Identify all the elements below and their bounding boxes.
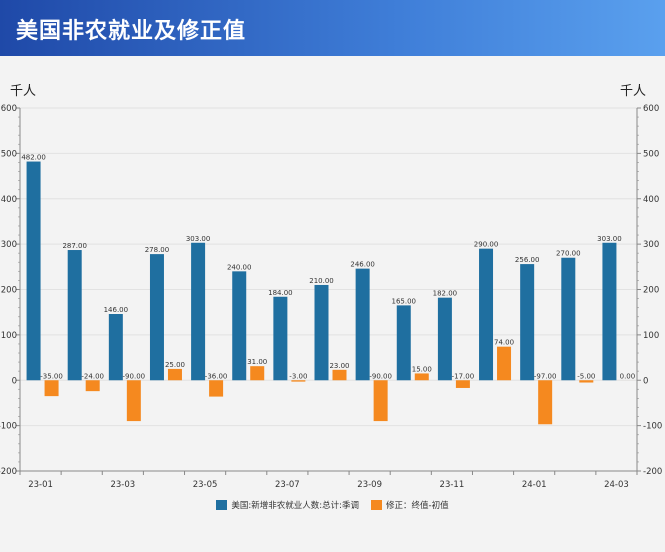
payroll-data-label: 146.00 xyxy=(104,306,129,314)
y-tick-label-left: 600 xyxy=(1,104,17,114)
payroll-bar xyxy=(191,242,206,381)
x-tick-label: 23-09 xyxy=(357,480,382,490)
revision-bar xyxy=(497,346,512,381)
payroll-data-label: 270.00 xyxy=(556,250,581,258)
revision-bar xyxy=(167,368,182,381)
revision-data-label: -5.00 xyxy=(577,372,595,380)
y-tick-label-right: -200 xyxy=(643,467,662,477)
y-tick-label-left: -100 xyxy=(0,422,17,432)
revision-bar xyxy=(44,380,59,397)
payroll-data-label: 184.00 xyxy=(268,289,293,297)
payroll-bar xyxy=(26,161,41,381)
payroll-bar xyxy=(232,271,247,381)
revision-bar xyxy=(414,373,429,381)
page-title: 美国非农就业及修正值 xyxy=(16,19,247,44)
x-tick-label: 24-03 xyxy=(604,480,629,490)
y-tick-label-right: 500 xyxy=(643,149,659,159)
bar-chart: -200 -200 -100 -100 0 0 100 100 200 200 300 300 400 4… xyxy=(0,104,662,490)
y-tick-label-right: 400 xyxy=(643,195,659,205)
legend-swatch-payrolls xyxy=(216,500,228,510)
revision-data-label: 74.00 xyxy=(494,339,514,347)
payroll-data-label: 290.00 xyxy=(474,241,499,249)
y-tick-label-left: 300 xyxy=(1,240,17,250)
y-tick-label-right: 200 xyxy=(643,286,659,296)
revision-bar xyxy=(291,380,306,382)
payroll-bar xyxy=(108,314,123,381)
revision-data-label: 31.00 xyxy=(247,358,267,366)
payroll-data-label: 482.00 xyxy=(21,154,46,162)
payroll-bar xyxy=(355,268,370,381)
chart-legend: 美国:新增非农就业人数:总计:季调 修正：终值-初值 xyxy=(0,495,665,515)
y-tick-label-left: 0 xyxy=(12,376,17,386)
y-tick-label-right: 100 xyxy=(643,331,659,341)
y-tick-label-right: 0 xyxy=(643,376,648,386)
payroll-bar xyxy=(273,296,288,381)
payroll-data-label: 246.00 xyxy=(350,261,375,269)
y-tick-label-left: 100 xyxy=(1,331,17,341)
payroll-bar xyxy=(479,248,494,381)
payroll-bar xyxy=(149,254,164,381)
y-tick-label-right: -100 xyxy=(643,422,662,432)
legend-swatch-revision xyxy=(371,500,382,510)
revision-data-label: 15.00 xyxy=(412,365,432,373)
revision-bar xyxy=(209,380,224,397)
left-axis-unit: 千人 xyxy=(10,84,37,99)
revision-data-label: -90.00 xyxy=(369,372,392,380)
payroll-bar xyxy=(396,305,411,381)
revision-data-label: -35.00 xyxy=(40,372,63,380)
payroll-bar xyxy=(67,250,82,381)
payroll-bar xyxy=(602,242,617,381)
revision-bar xyxy=(126,380,141,422)
payroll-bar xyxy=(561,257,576,381)
x-tick-label: 23-11 xyxy=(440,480,465,490)
y-tick-label-left: 200 xyxy=(1,286,17,296)
revision-data-label: -97.00 xyxy=(534,372,557,380)
payroll-data-label: 240.00 xyxy=(227,263,252,271)
payroll-bar xyxy=(437,297,452,381)
revision-data-label: -3.00 xyxy=(289,372,307,380)
payroll-data-label: 303.00 xyxy=(597,235,622,243)
revision-data-label: 23.00 xyxy=(329,362,349,370)
revision-bar xyxy=(455,380,470,388)
right-axis-unit: 千人 xyxy=(620,84,647,99)
x-tick-label: 23-01 xyxy=(28,480,53,490)
y-tick-label-left: 400 xyxy=(1,195,17,205)
y-tick-label-left: 500 xyxy=(1,149,17,159)
revision-bar xyxy=(85,380,100,392)
x-tick-label: 23-05 xyxy=(193,480,218,490)
legend-item-payrolls[interactable]: 美国:新增非农就业人数:总计:季调 xyxy=(216,499,359,511)
legend-label-payrolls: 美国:新增非农就业人数:总计:季调 xyxy=(231,501,359,511)
revision-data-label: 25.00 xyxy=(165,361,185,369)
revision-data-label: 0.00 xyxy=(620,372,636,380)
revision-bar xyxy=(250,366,265,381)
revision-data-label: -90.00 xyxy=(123,372,146,380)
x-tick-label: 23-07 xyxy=(275,480,300,490)
payroll-bar xyxy=(314,284,329,381)
legend-item-revision[interactable]: 修正：终值-初值 xyxy=(371,499,449,511)
revision-data-label: -17.00 xyxy=(452,372,475,380)
y-tick-label-right: 300 xyxy=(643,240,659,250)
header-bar: 美国非农就业及修正值 xyxy=(0,0,665,56)
payroll-data-label: 182.00 xyxy=(433,290,458,298)
revision-bar xyxy=(332,369,347,381)
revision-data-label: -36.00 xyxy=(205,372,228,380)
payroll-data-label: 287.00 xyxy=(62,242,87,250)
x-tick-label: 24-01 xyxy=(522,480,547,490)
payroll-data-label: 303.00 xyxy=(186,235,211,243)
payroll-data-label: 256.00 xyxy=(515,256,540,264)
revision-data-label: -24.00 xyxy=(81,372,104,380)
revision-bar xyxy=(538,380,553,425)
payroll-data-label: 278.00 xyxy=(145,246,170,254)
payroll-data-label: 210.00 xyxy=(309,277,334,285)
y-tick-label-left: -200 xyxy=(0,467,17,477)
x-tick-label: 23-03 xyxy=(110,480,135,490)
y-tick-label-right: 600 xyxy=(643,104,659,114)
revision-bar xyxy=(373,380,388,422)
payroll-bar xyxy=(520,264,535,381)
legend-label-revision: 修正：终值-初值 xyxy=(386,501,449,511)
payroll-data-label: 165.00 xyxy=(392,297,417,305)
revision-bar xyxy=(579,380,594,383)
